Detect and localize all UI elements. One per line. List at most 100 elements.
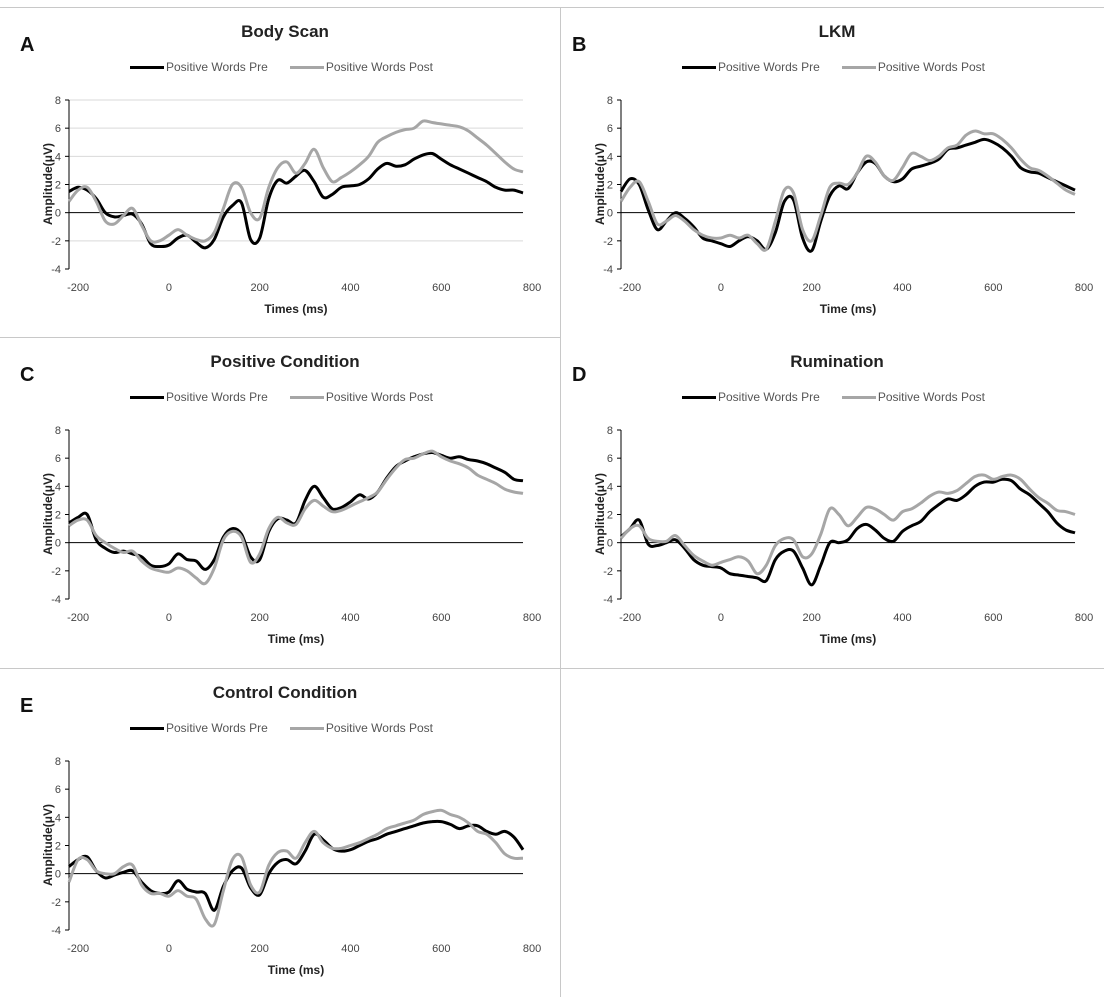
chart-title: Positive Condition xyxy=(210,352,360,371)
y-tick-label: -4 xyxy=(603,594,613,606)
y-tick-label: 0 xyxy=(55,538,61,550)
y-tick-label: 0 xyxy=(55,869,61,881)
legend-item: Positive Words Pre xyxy=(130,60,268,74)
x-tick-label: 400 xyxy=(893,282,911,294)
legend-item: Positive Words Pre xyxy=(130,721,268,735)
legend: Positive Words Pre Positive Words Post xyxy=(130,390,455,404)
x-tick-label: 0 xyxy=(166,612,172,624)
x-tick-label: 600 xyxy=(432,282,450,294)
legend-swatch xyxy=(289,395,324,399)
x-tick-label: 400 xyxy=(341,282,359,294)
x-tick-label: -200 xyxy=(67,943,89,955)
panel-e: -4 -2 0 2 4 6 8 -200 0 200 400 600 800 E Control Condi… xyxy=(0,661,552,993)
legend-label: Positive Words Post xyxy=(325,721,433,735)
y-tick-label: 6 xyxy=(607,453,613,465)
series-line xyxy=(68,450,524,571)
x-tick-label: 600 xyxy=(432,612,450,624)
y-tick-label: 2 xyxy=(607,180,613,192)
y-tick-label: 2 xyxy=(55,510,61,522)
chart-title: Control Condition xyxy=(212,683,358,702)
legend-item: Positive Words Post xyxy=(289,60,433,74)
y-tick-label: -2 xyxy=(51,566,61,578)
series-line xyxy=(619,473,1076,576)
panel-letter: B xyxy=(572,34,587,56)
panel-c: -4 -2 0 2 4 6 8 -200 0 200 400 600 800 C Positive Cond… xyxy=(0,330,552,662)
legend-label: Positive Words Post xyxy=(325,390,433,404)
x-tick-label: 200 xyxy=(251,612,269,624)
x-tick-label: 200 xyxy=(803,282,821,294)
plot-area: -4 -2 0 2 4 6 8 -200 0 200 400 600 800 xyxy=(603,425,1093,624)
legend-label: Positive Words Post xyxy=(877,60,985,74)
y-tick-label: 4 xyxy=(55,151,61,163)
legend-item: Positive Words Pre xyxy=(682,60,820,74)
x-tick-label: 200 xyxy=(251,282,269,294)
y-tick-label: -2 xyxy=(603,566,613,578)
panel-letter: A xyxy=(20,34,35,56)
x-axis-label: Time (ms) xyxy=(267,632,325,646)
y-tick-label: 4 xyxy=(55,481,61,493)
y-tick-label: -4 xyxy=(51,264,61,276)
y-axis-label: Amplitude(μV) xyxy=(593,142,607,225)
y-tick-label: 2 xyxy=(607,510,613,522)
y-tick-label: 8 xyxy=(55,756,61,768)
panel-d: -4 -2 0 2 4 6 8 -200 0 200 400 600 800 D Rumination Pos… xyxy=(552,330,1104,662)
x-tick-label: 400 xyxy=(341,612,359,624)
legend-label: Positive Words Pre xyxy=(718,390,820,404)
y-tick-label: 0 xyxy=(55,208,61,220)
legend-swatch xyxy=(841,65,876,69)
series-line xyxy=(67,808,524,928)
legend-swatch xyxy=(682,65,716,69)
x-tick-label: -200 xyxy=(67,282,89,294)
legend: Positive Words Pre Positive Words Post xyxy=(682,60,1007,74)
legend-item: Positive Words Post xyxy=(289,721,433,735)
y-tick-label: 0 xyxy=(607,538,613,550)
y-tick-label: 8 xyxy=(55,425,61,437)
panel-letter: E xyxy=(20,695,34,717)
x-tick-label: 600 xyxy=(984,612,1002,624)
y-tick-label: 2 xyxy=(55,841,61,853)
legend-item: Positive Words Pre xyxy=(682,390,820,404)
x-tick-label: 600 xyxy=(432,943,450,955)
y-axis-label: Amplitude(μV) xyxy=(41,803,55,886)
divider-top xyxy=(0,7,1104,8)
y-tick-label: 4 xyxy=(607,151,613,163)
x-axis-label: Time (ms) xyxy=(267,963,325,977)
legend-label: Positive Words Post xyxy=(325,60,433,74)
x-tick-label: 0 xyxy=(718,282,724,294)
y-tick-label: 8 xyxy=(55,95,61,107)
y-tick-label: 6 xyxy=(55,123,61,135)
legend-swatch xyxy=(289,726,324,730)
divider-vertical xyxy=(560,7,561,997)
x-tick-label: 800 xyxy=(1075,612,1093,624)
legend-swatch xyxy=(682,395,716,399)
legend-item: Positive Words Pre xyxy=(130,390,268,404)
panel-letter: D xyxy=(572,364,587,386)
x-tick-label: 0 xyxy=(718,612,724,624)
series-line xyxy=(67,119,524,244)
y-axis-label: Amplitude(μV) xyxy=(593,472,607,555)
x-axis-label: Time (ms) xyxy=(819,302,877,316)
y-tick-label: 8 xyxy=(607,95,613,107)
legend: Positive Words Pre Positive Words Post xyxy=(130,721,455,735)
plot-area: -4 -2 0 2 4 6 8 -200 0 200 400 600 800 xyxy=(51,95,541,294)
y-tick-label: 4 xyxy=(55,812,61,824)
plot-area: -4 -2 0 2 4 6 8 -200 0 200 400 600 800 xyxy=(51,756,541,955)
legend: Positive Words Pre Positive Words Post xyxy=(682,390,1007,404)
series-line xyxy=(619,137,1076,253)
x-tick-label: 0 xyxy=(166,943,172,955)
legend-swatch xyxy=(130,395,164,399)
legend-swatch xyxy=(130,726,164,730)
y-tick-label: 4 xyxy=(607,481,613,493)
legend-item: Positive Words Post xyxy=(841,60,985,74)
plot-area: -4 -2 0 2 4 6 8 -200 0 200 400 600 800 xyxy=(603,95,1093,294)
y-tick-label: -2 xyxy=(51,236,61,248)
legend-label: Positive Words Pre xyxy=(166,390,268,404)
y-tick-label: 8 xyxy=(607,425,613,437)
y-tick-label: 6 xyxy=(607,123,613,135)
panel-b: -4 -2 0 2 4 6 8 -200 0 200 400 600 800 B LKM Positive W… xyxy=(552,0,1104,332)
legend-label: Positive Words Pre xyxy=(166,60,268,74)
legend-swatch xyxy=(289,65,324,69)
y-tick-label: 6 xyxy=(55,784,61,796)
legend-label: Positive Words Post xyxy=(877,390,985,404)
series-line xyxy=(619,129,1076,252)
